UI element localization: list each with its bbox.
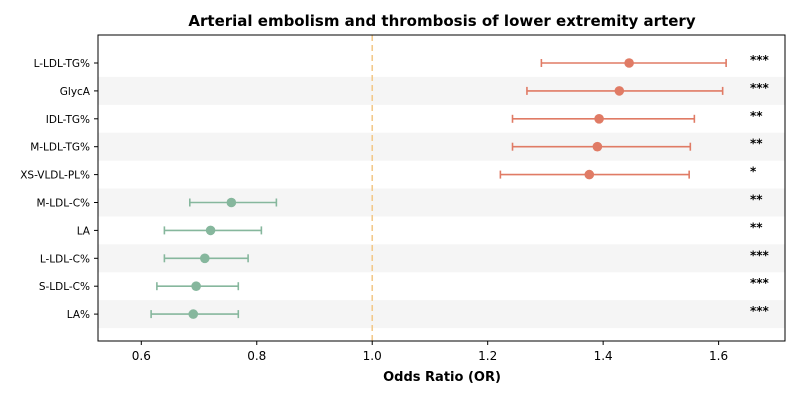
category-label: XS-VLDL-PL% [20, 170, 90, 182]
or-point [200, 253, 210, 264]
category-label: M-LDL-C% [36, 198, 90, 210]
plot-marks: ************************ [150, 53, 770, 319]
point-row-M-LDL-TG%: ** [511, 137, 763, 152]
x-tick-label: 0.8 [247, 349, 266, 363]
category-label: GlycA [60, 86, 91, 98]
significance-label: *** [750, 248, 770, 262]
significance-label: *** [750, 276, 770, 290]
point-row-L-LDL-C%: *** [163, 248, 770, 264]
point-row-S-LDL-C%: *** [156, 276, 770, 292]
category-label: L-LDL-C% [40, 253, 90, 265]
point-row-M-LDL-C%: ** [188, 193, 763, 208]
significance-label: ** [750, 109, 763, 123]
or-point [584, 169, 595, 180]
significance-label: *** [750, 304, 770, 318]
chart-title: Arterial embolism and thrombosis of lowe… [188, 12, 695, 30]
plot-frame [97, 34, 786, 342]
x-tick-label: 1.2 [478, 349, 497, 363]
y-axis: L-LDL-TG% GlycA IDL-TG% M-LDL-TG% XS-VLDL-PL… [20, 58, 98, 321]
x-tick-label: 1.4 [594, 349, 613, 363]
significance-label: *** [750, 53, 770, 67]
x-tick-label: 1.6 [709, 349, 728, 363]
x-tick-label: 0.6 [132, 349, 151, 363]
significance-label: ** [750, 220, 763, 234]
point-row-LA%: *** [150, 304, 770, 319]
category-label: LA [77, 225, 91, 237]
point-row-LA: ** [163, 220, 763, 236]
point-row-L-LDL-TG%: *** [540, 53, 770, 68]
x-tick-label: 1.0 [363, 349, 382, 363]
significance-label: * [750, 165, 757, 179]
x-axis-label: Odds Ratio (OR) [383, 370, 501, 385]
or-point [205, 225, 216, 236]
x-axis: 0.6 0.8 1.0 1.2 1.4 1.6 [132, 341, 728, 363]
or-point [624, 58, 634, 68]
category-label: IDL-TG% [46, 114, 90, 126]
or-point [592, 141, 603, 152]
point-row-XS-VLDL-PL%: * [499, 165, 757, 180]
or-point [614, 86, 625, 96]
or-point [188, 309, 199, 319]
category-label: L-LDL-TG% [34, 58, 90, 70]
category-label: S-LDL-C% [39, 281, 90, 293]
category-label: M-LDL-TG% [30, 142, 90, 154]
significance-label: ** [750, 193, 763, 207]
point-row-IDL-TG%: ** [511, 109, 763, 124]
category-label: LA% [67, 309, 90, 321]
or-point [594, 114, 604, 124]
significance-label: ** [750, 137, 763, 151]
or-point [191, 281, 201, 292]
or-point [226, 197, 237, 208]
point-row-GlycA: *** [526, 81, 770, 96]
significance-label: *** [750, 81, 770, 95]
